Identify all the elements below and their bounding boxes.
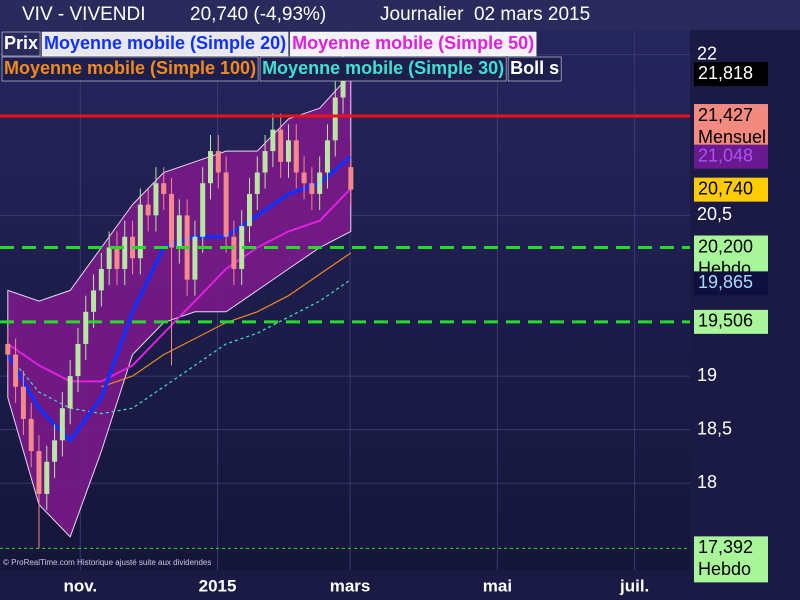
- legend-bg: [507, 56, 562, 82]
- candle-body: [262, 151, 268, 173]
- candle-body: [239, 226, 245, 269]
- legend-entry: Prix: [4, 33, 38, 53]
- candle-body: [176, 215, 182, 248]
- x-tick-label: nov.: [63, 576, 97, 595]
- candle-body: [91, 290, 97, 312]
- price-label-box: [694, 309, 768, 334]
- candle-body: [20, 386, 26, 419]
- y-tick-label: 18,5: [697, 418, 732, 438]
- candle-body: [301, 172, 307, 184]
- candle-body: [137, 204, 143, 259]
- x-tick-label: 2015: [199, 576, 237, 595]
- price-label: 21,818: [698, 63, 753, 83]
- candle-body: [28, 418, 34, 452]
- price-label: 20,200: [698, 236, 753, 256]
- candle-body: [223, 172, 229, 237]
- layer: 18 18,5 19 20,5 22 nov. 2015 mars mai juil. 21,427…: [0, 30, 768, 595]
- chart-subtitle: 20,740 (-4,93%): [190, 4, 326, 25]
- candle-body: [254, 172, 260, 194]
- ma-line: [7, 279, 352, 415]
- candle-body: [192, 236, 198, 280]
- footnote: © ProRealTime.com Historique ajusté suit…: [3, 558, 211, 567]
- axis-panel: [690, 0, 800, 600]
- legend-entry: Moyenne mobile (Simple 30): [262, 58, 504, 78]
- candle-body: [83, 311, 89, 344]
- legend-entry: Moyenne mobile (Simple 50): [292, 33, 534, 53]
- candle-body: [161, 183, 167, 194]
- price-label-box: [694, 144, 768, 169]
- legend-bg: [259, 56, 507, 82]
- candle-body: [200, 183, 206, 237]
- x-tick-label: mai: [483, 576, 512, 595]
- bollinger-band: [7, 72, 352, 538]
- y-tick-label: 19: [697, 365, 717, 385]
- candle-body: [332, 97, 338, 141]
- y-tick-label: 18: [697, 472, 717, 492]
- legend-entry: Moyenne mobile (Simple 100): [4, 58, 256, 78]
- legend-bg: [41, 31, 289, 57]
- period: Journalier 02 mars 2015: [380, 4, 590, 25]
- x-tick-label: mars: [330, 576, 371, 595]
- price-label-box: [694, 536, 768, 583]
- candle-body: [309, 183, 315, 194]
- candle-body: [59, 408, 65, 441]
- candle-body: [231, 236, 237, 269]
- candle-body: [36, 451, 42, 494]
- legend-entry: Moyenne mobile (Simple 20): [44, 33, 286, 53]
- legend-entry: Boll s: [510, 58, 559, 78]
- ma-line: [7, 187, 352, 383]
- x-tick-label: juil.: [619, 576, 649, 595]
- price-label-box: [694, 62, 768, 87]
- candle-body: [348, 167, 354, 190]
- candle-body: [285, 140, 291, 162]
- candle-body: [122, 236, 128, 269]
- candle-body: [293, 140, 299, 173]
- price-label: 20,740: [698, 178, 753, 198]
- price-label: 21,427: [698, 105, 753, 125]
- candle-body: [106, 247, 112, 269]
- candle-body: [169, 193, 175, 248]
- candle-body: [340, 65, 346, 98]
- candle-body: [52, 440, 58, 462]
- y-tick-label: 20,5: [697, 204, 732, 224]
- price-label-box: [694, 177, 768, 202]
- price-label: 19,506: [698, 311, 753, 331]
- candle-body: [98, 268, 104, 291]
- price-label-note: Hebdo: [698, 559, 751, 579]
- legend: Prix Moyenne mobile (Simple 20) Moyenne mo…: [1, 31, 562, 82]
- candle-body: [278, 129, 284, 162]
- price-label: 21,048: [698, 145, 753, 165]
- candle-body: [67, 376, 73, 409]
- candle-body: [114, 247, 120, 269]
- y-tick-label: 22: [697, 43, 717, 63]
- x-axis-panel: [0, 570, 690, 600]
- price-label-box: [694, 271, 768, 296]
- legend-bg: [1, 56, 259, 82]
- price-label: 17,392: [698, 537, 753, 557]
- candle-body: [44, 461, 50, 494]
- chart-title: VIV - VIVENDI: [22, 4, 146, 25]
- candle-body: [153, 183, 159, 216]
- legend-bg: [1, 31, 41, 57]
- price-label-note: Mensuel: [698, 127, 766, 147]
- candle-body: [145, 204, 151, 216]
- price-label-box: [694, 104, 768, 151]
- header-bar: [0, 0, 800, 30]
- candle-body: [215, 151, 221, 173]
- candle-body: [246, 193, 252, 227]
- candle-body: [13, 354, 19, 387]
- candle-body: [208, 151, 214, 184]
- candle-body: [75, 343, 81, 377]
- candle-body: [317, 172, 323, 194]
- candle-body: [270, 129, 276, 152]
- candle-body: [324, 140, 330, 173]
- price-label: 19,865: [698, 272, 753, 292]
- legend-bg: [289, 31, 537, 57]
- candle-body: [5, 343, 11, 355]
